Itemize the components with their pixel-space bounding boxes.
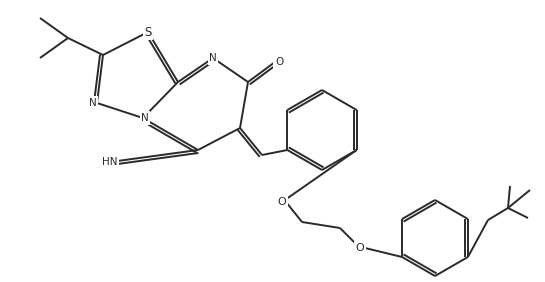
Text: HN: HN (102, 157, 118, 167)
Text: O: O (356, 243, 365, 253)
Text: N: N (141, 113, 149, 123)
Text: N: N (89, 98, 97, 108)
Text: O: O (275, 57, 283, 67)
Text: N: N (209, 53, 217, 63)
Text: O: O (277, 197, 286, 207)
Text: S: S (144, 25, 152, 39)
